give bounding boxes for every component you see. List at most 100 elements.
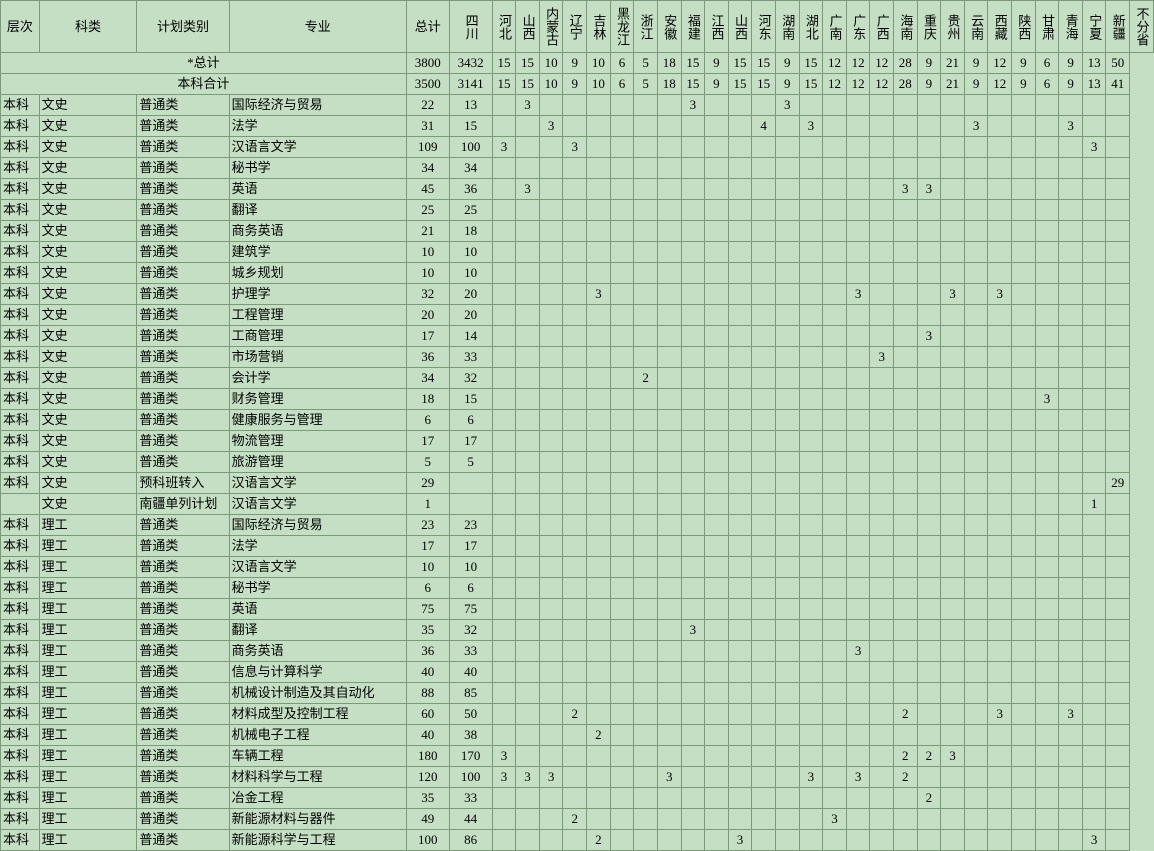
- table-row: 文史南疆单列计划汉语言文学11: [1, 494, 1154, 515]
- num-cell: [775, 242, 799, 263]
- num-cell: [539, 347, 563, 368]
- num-cell: [870, 242, 894, 263]
- num-cell: [705, 137, 729, 158]
- num-cell: 120: [406, 767, 449, 788]
- num-cell: [539, 305, 563, 326]
- text-cell: 护理学: [229, 284, 406, 305]
- num-cell: [846, 515, 870, 536]
- num-cell: [870, 263, 894, 284]
- text-cell: 理工: [39, 725, 137, 746]
- num-cell: [823, 389, 847, 410]
- num-cell: [964, 95, 988, 116]
- table-header-row: 层次科类计划类别专业总计四川河北山西内蒙古辽宁吉林黑龙江浙江安徽福建江西山西河东…: [1, 1, 1154, 53]
- num-cell: [587, 389, 611, 410]
- text-cell: 理工: [39, 704, 137, 725]
- num-cell: [964, 641, 988, 662]
- text-cell: 南疆单列计划: [137, 494, 229, 515]
- num-cell: [752, 599, 776, 620]
- summary-row-0: *总计3800343215151091065181591515915121212…: [1, 53, 1154, 74]
- summary-cell: 15: [516, 74, 540, 95]
- num-cell: 3: [846, 284, 870, 305]
- num-cell: [657, 473, 681, 494]
- num-cell: [1106, 494, 1130, 515]
- num-cell: [728, 809, 752, 830]
- num-cell: [752, 473, 776, 494]
- num-cell: [539, 830, 563, 851]
- table-row: 本科文史普通类国际经济与贸易2213333: [1, 95, 1154, 116]
- col-province-19: 重庆: [917, 1, 941, 53]
- num-cell: [1059, 368, 1083, 389]
- summary-cell: 15: [492, 53, 516, 74]
- num-cell: [799, 326, 823, 347]
- num-cell: [1012, 746, 1036, 767]
- num-cell: [610, 452, 634, 473]
- num-cell: [823, 431, 847, 452]
- num-cell: [988, 242, 1012, 263]
- text-cell: 文史: [39, 242, 137, 263]
- num-cell: [1035, 620, 1059, 641]
- num-cell: [823, 641, 847, 662]
- num-cell: [516, 641, 540, 662]
- num-cell: [634, 683, 658, 704]
- text-cell: 本科: [1, 788, 40, 809]
- num-cell: [964, 305, 988, 326]
- table-row: 本科理工普通类翻译35323: [1, 620, 1154, 641]
- num-cell: [492, 557, 516, 578]
- num-cell: [1059, 515, 1083, 536]
- num-cell: 100: [449, 137, 492, 158]
- num-cell: [539, 557, 563, 578]
- num-cell: 3: [846, 767, 870, 788]
- num-cell: [516, 347, 540, 368]
- num-cell: [705, 452, 729, 473]
- num-cell: [894, 557, 918, 578]
- num-cell: [846, 200, 870, 221]
- num-cell: [752, 452, 776, 473]
- num-cell: [492, 368, 516, 389]
- num-cell: [894, 389, 918, 410]
- num-cell: [964, 788, 988, 809]
- table-row: 本科文史普通类工商管理17143: [1, 326, 1154, 347]
- num-cell: [449, 494, 492, 515]
- num-cell: 88: [406, 683, 449, 704]
- num-cell: [492, 305, 516, 326]
- num-cell: [634, 347, 658, 368]
- num-cell: [705, 746, 729, 767]
- num-cell: [681, 179, 705, 200]
- num-cell: [775, 221, 799, 242]
- num-cell: [1106, 242, 1130, 263]
- num-cell: [870, 683, 894, 704]
- num-cell: [917, 578, 941, 599]
- num-cell: 13: [449, 95, 492, 116]
- text-cell: 工商管理: [229, 326, 406, 347]
- summary-cell: 9: [964, 53, 988, 74]
- text-cell: 普通类: [137, 179, 229, 200]
- num-cell: [539, 620, 563, 641]
- num-cell: [610, 473, 634, 494]
- num-cell: [894, 431, 918, 452]
- num-cell: [1082, 620, 1106, 641]
- num-cell: [1059, 284, 1083, 305]
- text-cell: 材料成型及控制工程: [229, 704, 406, 725]
- num-cell: [1082, 473, 1106, 494]
- num-cell: 17: [406, 431, 449, 452]
- num-cell: [1059, 788, 1083, 809]
- num-cell: [752, 662, 776, 683]
- summary-cell: 13: [1082, 74, 1106, 95]
- num-cell: [705, 662, 729, 683]
- num-cell: [728, 326, 752, 347]
- text-cell: 本科: [1, 536, 40, 557]
- text-cell: 本科: [1, 473, 40, 494]
- num-cell: [823, 578, 847, 599]
- num-cell: 23: [449, 515, 492, 536]
- num-cell: [657, 704, 681, 725]
- num-cell: [799, 788, 823, 809]
- num-cell: [941, 641, 965, 662]
- num-cell: [964, 284, 988, 305]
- num-cell: [449, 473, 492, 494]
- col-province-28: 不分省: [1130, 1, 1154, 53]
- num-cell: [516, 725, 540, 746]
- num-cell: [681, 242, 705, 263]
- num-cell: [964, 389, 988, 410]
- num-cell: [634, 95, 658, 116]
- num-cell: 38: [449, 725, 492, 746]
